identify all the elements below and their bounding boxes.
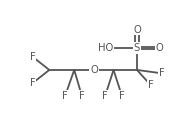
Text: O: O bbox=[133, 25, 141, 35]
Text: S: S bbox=[134, 43, 140, 53]
Text: F: F bbox=[148, 80, 153, 90]
Text: F: F bbox=[119, 91, 125, 101]
Text: HO: HO bbox=[98, 43, 113, 53]
Text: F: F bbox=[30, 52, 35, 62]
Text: F: F bbox=[79, 91, 85, 101]
Text: F: F bbox=[159, 68, 165, 78]
Text: F: F bbox=[102, 91, 108, 101]
Text: O: O bbox=[156, 43, 163, 53]
Text: O: O bbox=[90, 65, 98, 75]
Text: F: F bbox=[62, 91, 68, 101]
Text: F: F bbox=[30, 78, 35, 88]
